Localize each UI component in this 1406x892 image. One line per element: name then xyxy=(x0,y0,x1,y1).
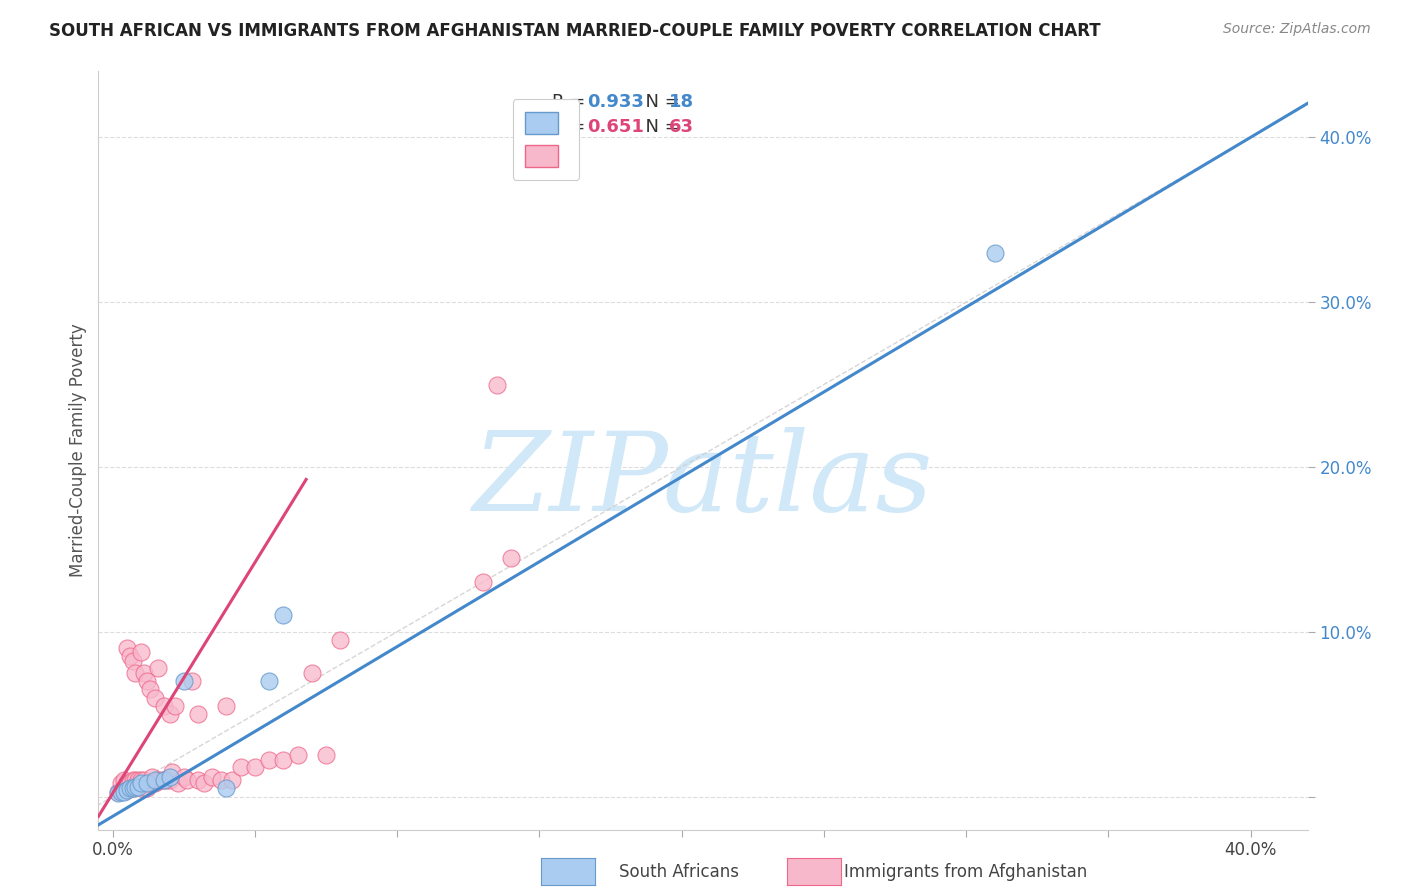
Point xyxy=(132,665,155,680)
Point xyxy=(138,682,160,697)
Point xyxy=(118,776,141,790)
Point xyxy=(135,776,157,790)
Point xyxy=(135,781,157,796)
Point xyxy=(143,776,166,790)
Point xyxy=(132,773,155,788)
Point xyxy=(129,781,152,796)
Point xyxy=(159,707,181,722)
Point xyxy=(115,776,138,790)
Legend: , : , xyxy=(513,99,579,179)
Point xyxy=(159,770,181,784)
Point xyxy=(153,698,176,713)
Point xyxy=(287,748,309,763)
Point xyxy=(112,781,135,796)
Point xyxy=(187,773,209,788)
Point xyxy=(124,780,146,794)
Point xyxy=(485,377,508,392)
Point xyxy=(138,776,160,790)
Point xyxy=(141,770,163,784)
Point xyxy=(201,770,224,784)
Point xyxy=(143,773,166,788)
Point xyxy=(118,781,141,796)
Point xyxy=(146,661,169,675)
Point xyxy=(115,783,138,797)
Point xyxy=(121,655,143,669)
Text: 0.933: 0.933 xyxy=(586,93,644,111)
Point xyxy=(221,773,243,788)
Text: 0.651: 0.651 xyxy=(586,119,644,136)
Point xyxy=(135,674,157,689)
Point xyxy=(153,773,176,788)
Point xyxy=(110,776,132,790)
Point xyxy=(124,780,146,794)
Point xyxy=(127,780,149,794)
Point xyxy=(118,781,141,796)
Point xyxy=(173,674,195,689)
Point xyxy=(124,665,146,680)
Text: ZIPatlas: ZIPatlas xyxy=(472,427,934,534)
Point xyxy=(257,753,280,767)
Point xyxy=(129,773,152,788)
Point xyxy=(124,773,146,788)
Point xyxy=(229,760,252,774)
Point xyxy=(118,649,141,664)
Point xyxy=(193,776,215,790)
Point xyxy=(983,245,1005,260)
Point xyxy=(121,781,143,796)
Point xyxy=(153,773,176,788)
Point xyxy=(215,781,238,796)
Point xyxy=(471,575,494,590)
Point xyxy=(187,707,209,722)
Point xyxy=(107,785,129,799)
Text: South Africans: South Africans xyxy=(619,863,738,881)
Text: N =: N = xyxy=(634,93,686,111)
Point xyxy=(173,770,195,784)
Point xyxy=(301,665,323,680)
Point xyxy=(315,748,337,763)
Point xyxy=(112,773,135,788)
Point xyxy=(127,773,149,788)
Text: 18: 18 xyxy=(669,93,695,111)
Point xyxy=(243,760,266,774)
Point xyxy=(115,783,138,797)
Point xyxy=(146,773,169,788)
Text: Immigrants from Afghanistan: Immigrants from Afghanistan xyxy=(844,863,1087,881)
Point xyxy=(150,773,173,788)
Point xyxy=(112,785,135,799)
Point xyxy=(162,764,184,779)
Point xyxy=(165,698,187,713)
Point xyxy=(273,608,295,623)
Point xyxy=(127,776,149,790)
Point xyxy=(110,785,132,799)
Point xyxy=(159,773,181,788)
Text: R =: R = xyxy=(551,119,591,136)
Point xyxy=(143,690,166,705)
Point xyxy=(215,698,238,713)
Point xyxy=(156,773,179,788)
Y-axis label: Married-Couple Family Poverty: Married-Couple Family Poverty xyxy=(69,324,87,577)
Point xyxy=(167,776,190,790)
Point xyxy=(257,674,280,689)
Point xyxy=(115,641,138,656)
Point xyxy=(121,773,143,788)
Point xyxy=(129,776,152,790)
Text: R =: R = xyxy=(551,93,591,111)
Text: N =: N = xyxy=(634,119,686,136)
Text: SOUTH AFRICAN VS IMMIGRANTS FROM AFGHANISTAN MARRIED-COUPLE FAMILY POVERTY CORRE: SOUTH AFRICAN VS IMMIGRANTS FROM AFGHANI… xyxy=(49,22,1101,40)
Point xyxy=(110,783,132,797)
Point xyxy=(181,674,204,689)
Text: Source: ZipAtlas.com: Source: ZipAtlas.com xyxy=(1223,22,1371,37)
Point xyxy=(273,753,295,767)
Point xyxy=(129,644,152,658)
Point xyxy=(121,781,143,796)
Point xyxy=(209,773,232,788)
Point xyxy=(329,633,352,648)
Point xyxy=(107,786,129,800)
Point xyxy=(499,550,522,565)
Text: 63: 63 xyxy=(669,119,695,136)
Point xyxy=(176,773,198,788)
